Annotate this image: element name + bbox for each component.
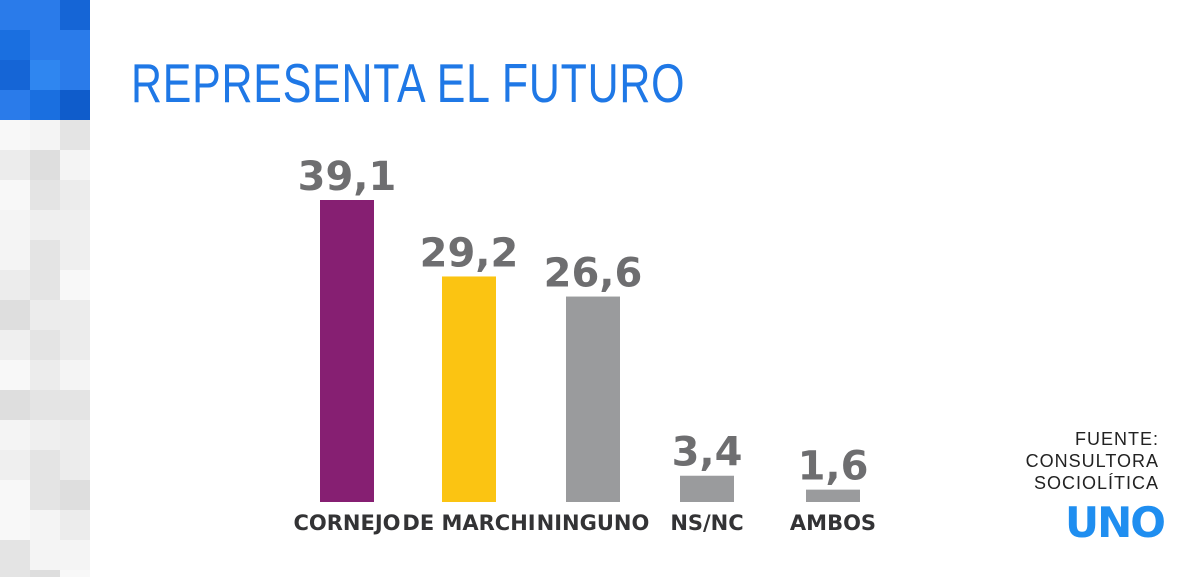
mosaic-tile [30, 210, 60, 240]
mosaic-tile [0, 330, 30, 360]
mosaic-tile [0, 270, 30, 300]
page-title: REPRESENTA EL FUTURO [131, 52, 686, 114]
mosaic-tile [0, 480, 30, 510]
source-note: FUENTE: CONSULTORA SOCIOLÍTICA [939, 428, 1159, 494]
mosaic-tile [30, 570, 60, 577]
mosaic-tile [60, 30, 90, 60]
mosaic-tile [30, 420, 60, 450]
source-line-3: SOCIOLÍTICA [1033, 473, 1159, 493]
mosaic-tile [60, 510, 90, 540]
mosaic-tile [0, 450, 30, 480]
mosaic-pattern [0, 0, 90, 577]
mosaic-tile [0, 150, 30, 180]
mosaic-tile [30, 60, 60, 90]
category-label: CORNEJO [293, 511, 400, 535]
bar-value-label: 29,2 [420, 230, 519, 276]
mosaic-tile [0, 420, 30, 450]
category-label: NINGUNO [537, 511, 650, 535]
mosaic-tile [0, 180, 30, 210]
bar-cornejo [320, 200, 374, 502]
mosaic-tile [30, 0, 60, 30]
mosaic-tile [30, 240, 60, 270]
mosaic-tile [60, 270, 90, 300]
mosaic-tile [60, 150, 90, 180]
mosaic-tile [0, 90, 30, 120]
mosaic-tile [30, 270, 60, 300]
mosaic-tile [30, 150, 60, 180]
uno-logo: UNO [1060, 497, 1166, 549]
mosaic-tile [0, 570, 30, 577]
bar-value-label: 26,6 [544, 251, 643, 297]
mosaic-tile [60, 570, 90, 577]
source-line-2: CONSULTORA [1025, 451, 1159, 471]
mosaic-tile [0, 360, 30, 390]
mosaic-tile [60, 360, 90, 390]
bar-ns-nc [680, 475, 734, 502]
mosaic-tile [0, 240, 30, 270]
mosaic-tile [60, 300, 90, 330]
mosaic-tile [60, 210, 90, 240]
mosaic-tile [60, 120, 90, 150]
mosaic-tile [60, 480, 90, 510]
mosaic-tile [30, 180, 60, 210]
mosaic-tile [60, 450, 90, 480]
mosaic-tile [30, 390, 60, 420]
mosaic-tile [0, 60, 30, 90]
source-line-1: FUENTE: [1074, 429, 1159, 449]
bar-value-label: 1,6 [798, 444, 869, 490]
bar-value-label: 39,1 [298, 154, 397, 200]
mosaic-tile [60, 420, 90, 450]
bar-ambos [806, 489, 860, 502]
mosaic-tile [30, 120, 60, 150]
mosaic-tile [30, 90, 60, 120]
category-label: AMBOS [790, 511, 876, 535]
mosaic-tile [0, 0, 30, 30]
mosaic-tile [30, 300, 60, 330]
mosaic-tile [30, 450, 60, 480]
mosaic-tile [60, 60, 90, 90]
category-label: DE MARCHI [402, 511, 535, 535]
mosaic-tile [30, 480, 60, 510]
mosaic-tile [60, 390, 90, 420]
mosaic-tile [0, 540, 30, 570]
decorative-side-stripe [0, 0, 90, 577]
mosaic-tile [30, 330, 60, 360]
mosaic-tile [0, 390, 30, 420]
mosaic-tile [0, 510, 30, 540]
mosaic-tile [0, 30, 30, 60]
mosaic-tile [30, 360, 60, 390]
bar-value-label: 3,4 [672, 430, 743, 476]
mosaic-tile [0, 210, 30, 240]
mosaic-tile [60, 330, 90, 360]
logo-wordmark: UNO [1065, 498, 1166, 547]
mosaic-tile [60, 540, 90, 570]
mosaic-tile [60, 180, 90, 210]
mosaic-tile [0, 120, 30, 150]
mosaic-tile [60, 0, 90, 30]
category-label: NS/NC [670, 511, 743, 535]
mosaic-tile [30, 30, 60, 60]
mosaic-tile [60, 240, 90, 270]
mosaic-tile [30, 510, 60, 540]
bar-ninguno [566, 296, 620, 502]
mosaic-tile [30, 540, 60, 570]
bar-de-marchi [442, 276, 496, 502]
mosaic-tile [0, 300, 30, 330]
mosaic-tile [60, 90, 90, 120]
